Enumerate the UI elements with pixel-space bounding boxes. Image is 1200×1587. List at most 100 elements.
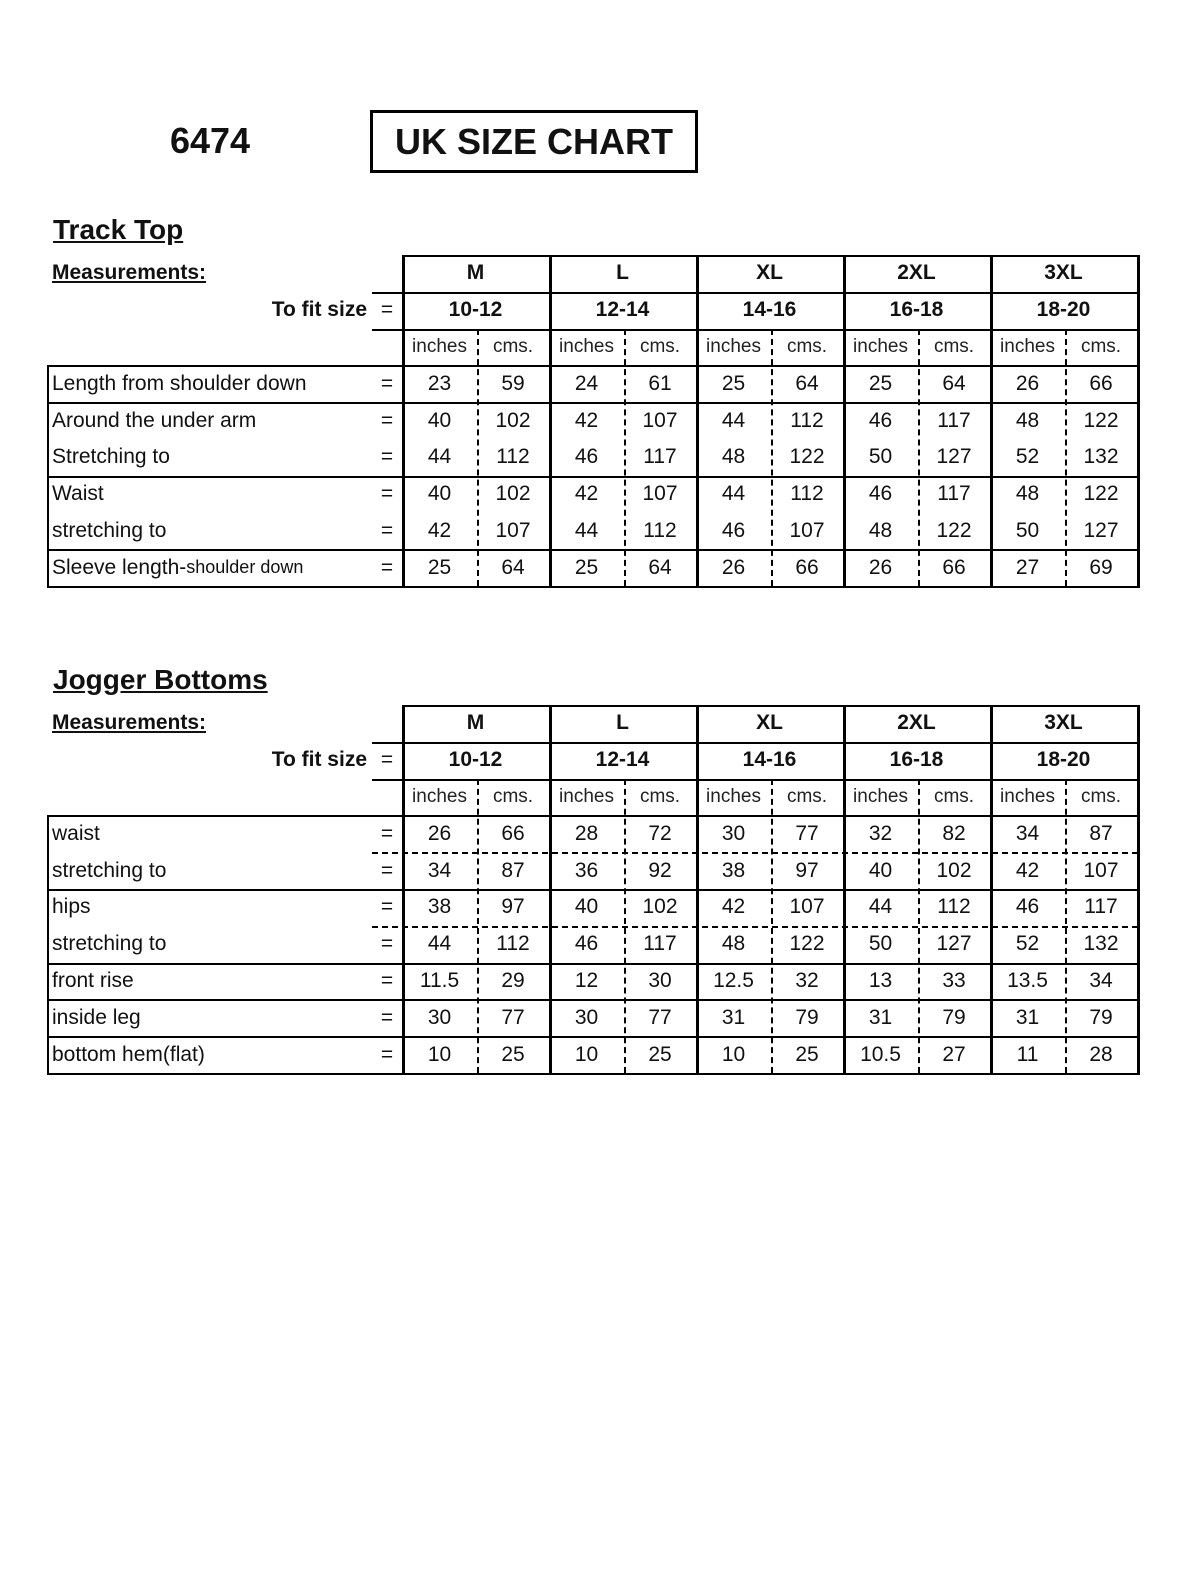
value-cms: 28 [1089,1042,1113,1066]
value-inches: 24 [574,371,599,395]
value-inches: 31 [1015,1005,1040,1029]
equals-sign: = [380,482,394,506]
fit-size-label: To fit size [271,747,367,771]
value-inches: 40 [574,895,599,919]
value-inches: 26 [868,555,893,579]
row-label-text: bottom hem(flat) [52,1042,205,1066]
section-title: Track Top [53,214,184,245]
value-cms: 77 [648,1005,672,1029]
value-cms: 117 [1084,895,1118,919]
unit-inches: inches [706,785,761,807]
value-cms: 87 [1089,821,1113,845]
row-label-text: inside leg [52,1005,141,1029]
value-cms: 112 [643,518,677,542]
unit-inches: inches [706,335,761,357]
equals-sign: = [380,1042,394,1066]
value-cms: 33 [942,968,966,992]
value-cms: 97 [795,858,819,882]
unit-divider [477,778,479,1073]
equals-sign: = [380,1005,394,1029]
fit-size-value: 14-16 [742,748,797,772]
value-cms: 79 [1089,1005,1113,1029]
unit-cms: cms. [639,335,681,357]
row-label: Sleeve length-shoulder down [47,549,372,586]
value-cms: 117 [643,932,677,956]
equals-sign: = [380,858,394,882]
value-inches: 36 [574,858,599,882]
unit-cms: cms. [1080,335,1122,357]
row-label-text: stretching to [52,932,167,956]
unit-divider [918,328,920,587]
value-inches: 46 [1015,895,1040,919]
value-inches: 32 [868,821,893,845]
value-cms: 25 [501,1042,525,1066]
unit-inches: inches [412,785,467,807]
value-cms: 107 [789,518,825,542]
value-inches: 48 [1015,408,1040,432]
row-label: stretching to [47,926,372,963]
value-cms: 132 [1083,445,1119,469]
unit-divider [1065,778,1067,1073]
row-label: front rise [47,963,372,1000]
row-label-text: front rise [52,968,134,992]
row-label-subtext: shoulder down [186,557,304,578]
value-cms: 82 [942,821,966,845]
table-border [47,815,49,1075]
table-border [372,291,1140,294]
fit-size-value: 14-16 [742,298,797,322]
fit-size-value: 12-14 [595,748,650,772]
value-cms: 112 [790,408,824,432]
value-inches: 44 [427,932,452,956]
value-cms: 102 [495,408,531,432]
value-inches: 42 [1015,858,1040,882]
value-cms: 107 [495,518,531,542]
column-border [843,255,846,589]
size-header: 2XL [897,711,936,735]
value-inches: 48 [721,932,746,956]
value-cms: 127 [936,445,972,469]
value-cms: 30 [648,968,672,992]
value-cms: 132 [1083,932,1119,956]
size-header: 3XL [1044,711,1083,735]
equals-sign: = [380,555,394,579]
table-border [372,778,1140,781]
row-border [47,999,1140,1002]
value-cms: 64 [501,555,525,579]
value-inches: 40 [868,858,893,882]
section-title: Jogger Bottoms [53,664,268,695]
table-border [47,1073,1140,1075]
table-border [402,255,1140,257]
row-label: Waist [47,476,372,513]
unit-cms: cms. [786,335,828,357]
value-inches: 38 [427,895,452,919]
value-inches: 31 [721,1005,746,1029]
value-cms: 102 [936,858,972,882]
table-border [47,365,1140,368]
value-inches: 50 [1015,518,1040,542]
unit-cms: cms. [492,335,534,357]
value-inches: 26 [1015,371,1040,395]
unit-divider [918,778,920,1073]
unit-inches: inches [412,335,467,357]
value-inches: 46 [721,518,746,542]
value-cms: 61 [648,371,672,395]
size-header: M [466,711,485,735]
value-cms: 64 [942,371,966,395]
value-inches: 12.5 [713,968,754,992]
value-inches: 23 [427,371,452,395]
value-inches: 44 [721,482,746,506]
value-cms: 25 [795,1042,819,1066]
value-inches: 40 [427,482,452,506]
row-label: Length from shoulder down [47,365,372,402]
value-cms: 77 [795,821,819,845]
size-header: XL [756,261,783,285]
row-label: stretching to [47,513,372,550]
value-inches: 26 [721,555,746,579]
value-inches: 28 [574,821,599,845]
value-inches: 25 [868,371,893,395]
value-cms: 27 [942,1042,966,1066]
value-inches: 46 [868,408,893,432]
value-cms: 64 [648,555,672,579]
value-cms: 79 [795,1005,819,1029]
unit-divider [771,328,773,587]
